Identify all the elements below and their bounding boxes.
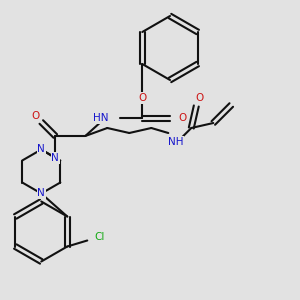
Text: N: N [51, 153, 59, 163]
Text: O: O [138, 93, 146, 103]
Text: NH: NH [167, 137, 183, 147]
Text: N: N [38, 188, 45, 199]
Text: HN: HN [93, 113, 108, 123]
Text: O: O [31, 111, 39, 121]
Text: O: O [195, 93, 203, 103]
Text: O: O [178, 113, 186, 123]
Text: N: N [38, 145, 45, 154]
Text: Cl: Cl [94, 232, 104, 242]
